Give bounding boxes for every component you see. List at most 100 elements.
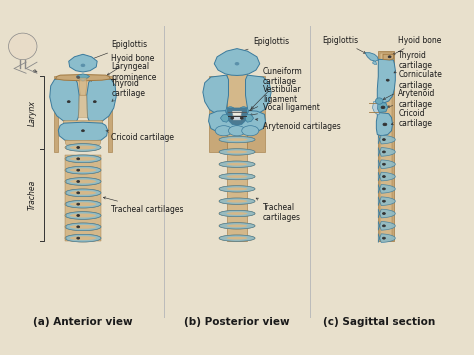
Ellipse shape [77,237,80,239]
Polygon shape [378,103,383,113]
Ellipse shape [65,200,101,208]
Text: Epiglottis: Epiglottis [322,36,366,53]
Ellipse shape [383,225,385,227]
Text: Thyroid
cartilage: Thyroid cartilage [111,79,146,101]
Ellipse shape [77,214,80,217]
Polygon shape [66,234,101,242]
Ellipse shape [65,166,101,174]
Polygon shape [54,76,58,152]
Ellipse shape [227,175,247,178]
Polygon shape [247,76,265,152]
Text: Epiglottis: Epiglottis [240,37,290,52]
Ellipse shape [219,136,255,143]
Ellipse shape [383,123,387,126]
Ellipse shape [70,180,96,184]
Text: Corniculate
cartilage: Corniculate cartilage [383,71,442,99]
Ellipse shape [227,212,247,215]
Ellipse shape [65,212,101,219]
Polygon shape [219,198,255,204]
Text: Cricoid
cartilage: Cricoid cartilage [391,109,432,129]
Ellipse shape [383,176,385,178]
Polygon shape [220,114,228,122]
Ellipse shape [235,62,239,65]
Polygon shape [219,211,255,217]
Polygon shape [203,75,228,116]
Ellipse shape [227,163,247,166]
Ellipse shape [65,155,101,163]
Ellipse shape [65,223,101,231]
Polygon shape [378,185,395,193]
Ellipse shape [381,106,385,109]
Ellipse shape [77,76,80,78]
Polygon shape [246,114,254,122]
Polygon shape [108,76,112,152]
Polygon shape [209,110,265,134]
Text: Arytenoid cartilages: Arytenoid cartilages [255,119,341,131]
Polygon shape [365,53,378,61]
Polygon shape [232,111,242,116]
Ellipse shape [219,235,255,241]
Ellipse shape [383,188,385,190]
Ellipse shape [9,33,37,60]
Polygon shape [58,130,108,142]
Ellipse shape [219,186,255,192]
Ellipse shape [226,107,235,116]
Text: Trachea: Trachea [28,180,36,210]
Polygon shape [378,172,395,181]
Text: Cricoid cartilage: Cricoid cartilage [106,130,174,142]
Text: (a) Anterior view: (a) Anterior view [33,317,133,327]
Ellipse shape [67,101,70,103]
Ellipse shape [239,107,248,116]
Polygon shape [55,75,110,81]
Ellipse shape [383,163,385,165]
Polygon shape [246,75,271,116]
Polygon shape [377,102,388,113]
Polygon shape [376,113,392,136]
Ellipse shape [81,64,85,67]
Ellipse shape [70,225,96,229]
Text: Larynx: Larynx [28,100,36,126]
Ellipse shape [65,189,101,197]
Polygon shape [378,160,395,169]
Ellipse shape [70,191,96,195]
Text: Tracheal cartilages: Tracheal cartilages [103,197,184,214]
Polygon shape [66,166,101,174]
Polygon shape [58,122,108,142]
Polygon shape [378,51,394,241]
Ellipse shape [70,214,96,218]
Polygon shape [214,49,260,76]
Polygon shape [378,197,395,206]
Text: (c) Sagittal section: (c) Sagittal section [323,317,435,327]
Polygon shape [219,149,255,155]
Text: Hyoid bone: Hyoid bone [392,36,442,55]
Polygon shape [219,136,255,143]
Ellipse shape [219,211,255,217]
Ellipse shape [219,161,255,168]
Ellipse shape [219,149,255,155]
Ellipse shape [383,139,385,141]
Polygon shape [63,121,103,125]
Polygon shape [66,155,101,163]
Polygon shape [219,186,255,192]
Polygon shape [378,209,395,218]
Ellipse shape [227,151,247,153]
Ellipse shape [77,147,80,148]
Ellipse shape [70,236,96,240]
Text: Thyroid
cartilage: Thyroid cartilage [394,51,432,73]
Ellipse shape [242,126,259,136]
Polygon shape [219,223,255,229]
Ellipse shape [240,117,243,119]
Polygon shape [373,101,379,115]
Ellipse shape [70,157,96,161]
Ellipse shape [77,192,80,194]
Polygon shape [50,76,79,123]
Ellipse shape [77,181,80,182]
Ellipse shape [227,200,247,203]
Ellipse shape [65,178,101,185]
Polygon shape [66,200,101,208]
Polygon shape [373,61,377,64]
Ellipse shape [70,146,96,149]
Polygon shape [66,144,101,151]
Polygon shape [78,95,88,118]
Polygon shape [69,54,97,72]
